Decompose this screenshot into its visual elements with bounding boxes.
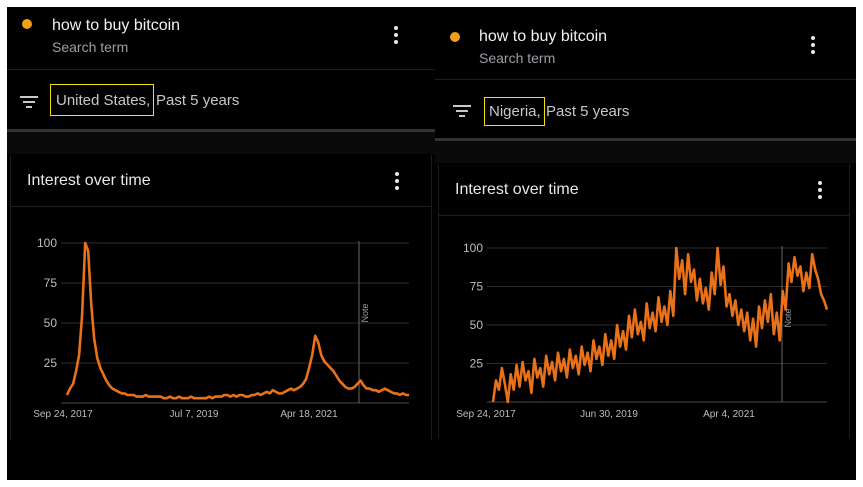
y-tick-label: 75 xyxy=(44,276,58,290)
filter-region: Nigeria, xyxy=(489,103,541,120)
note-marker-label: Note xyxy=(360,303,370,322)
filter-row[interactable]: United States, Past 5 years xyxy=(7,77,435,129)
interest-over-time-card: Interest over time 25 50 75 100 Note Sep 24, … xyxy=(10,155,432,440)
note-marker-label: Note xyxy=(783,308,793,327)
region-highlight-box xyxy=(484,97,545,126)
filter-icon[interactable] xyxy=(20,96,38,108)
section-gap xyxy=(435,141,856,163)
card-more-options-icon[interactable] xyxy=(395,172,399,190)
filter-range: Past 5 years xyxy=(156,92,240,109)
screenshot-frame: how to buy bitcoin Search term United St… xyxy=(7,7,856,480)
series-color-dot xyxy=(450,32,460,42)
y-tick-label: 50 xyxy=(44,316,58,330)
section-separator xyxy=(435,138,856,141)
y-tick-label: 50 xyxy=(470,318,484,332)
interest-chart-us: 25 50 75 100 Note Sep 24, 2017 Jul 7, 2019 Apr … xyxy=(33,236,409,420)
interest-chart-nigeria: 25 50 75 100 Note Sep 24, 2017 Jun 30, 2019 Apr… xyxy=(456,241,829,420)
filter-row[interactable]: Nigeria, Past 5 years xyxy=(435,85,856,137)
card-title: Interest over time xyxy=(455,181,579,198)
card-more-options-icon[interactable] xyxy=(818,181,822,199)
y-tick-label: 100 xyxy=(37,236,57,250)
filter-range: Past 5 years xyxy=(546,103,630,120)
x-tick-label: Apr 18, 2021 xyxy=(280,409,338,420)
series-line xyxy=(65,241,409,400)
region-highlight-box xyxy=(50,84,154,116)
card-title: Interest over time xyxy=(27,172,151,189)
section-gap xyxy=(7,132,435,154)
interest-over-time-card: Interest over time 25 50 75 100 Note Sep 24, … xyxy=(438,164,850,438)
x-tick-label: Jul 7, 2019 xyxy=(170,409,219,420)
more-options-icon[interactable] xyxy=(811,36,815,54)
search-term-title: how to buy bitcoin xyxy=(479,28,608,45)
x-tick-label: Jun 30, 2019 xyxy=(580,409,638,420)
panel-united-states: how to buy bitcoin Search term United St… xyxy=(7,7,435,480)
search-term-row[interactable]: how to buy bitcoin Search term xyxy=(7,7,435,70)
y-tick-label: 75 xyxy=(470,280,484,294)
series-line xyxy=(491,246,829,404)
filter-region: United States, xyxy=(56,92,151,109)
y-tick-label: 25 xyxy=(470,357,484,371)
y-tick-label: 25 xyxy=(44,356,58,370)
section-separator xyxy=(7,129,435,132)
search-term-title: how to buy bitcoin xyxy=(52,17,181,34)
search-term-subtitle: Search term xyxy=(479,50,556,66)
series-color-dot xyxy=(22,19,32,29)
card-divider xyxy=(11,206,431,207)
card-divider xyxy=(439,215,849,216)
search-term-row[interactable]: how to buy bitcoin Search term xyxy=(435,7,856,80)
filter-icon[interactable] xyxy=(453,105,471,117)
search-term-subtitle: Search term xyxy=(52,39,129,55)
more-options-icon[interactable] xyxy=(394,26,398,44)
panel-nigeria: how to buy bitcoin Search term Nigeria, … xyxy=(435,7,856,480)
x-tick-label: Apr 4, 2021 xyxy=(703,409,755,420)
x-tick-label: Sep 24, 2017 xyxy=(456,409,516,420)
x-tick-label: Sep 24, 2017 xyxy=(33,409,93,420)
y-tick-label: 100 xyxy=(463,241,483,255)
